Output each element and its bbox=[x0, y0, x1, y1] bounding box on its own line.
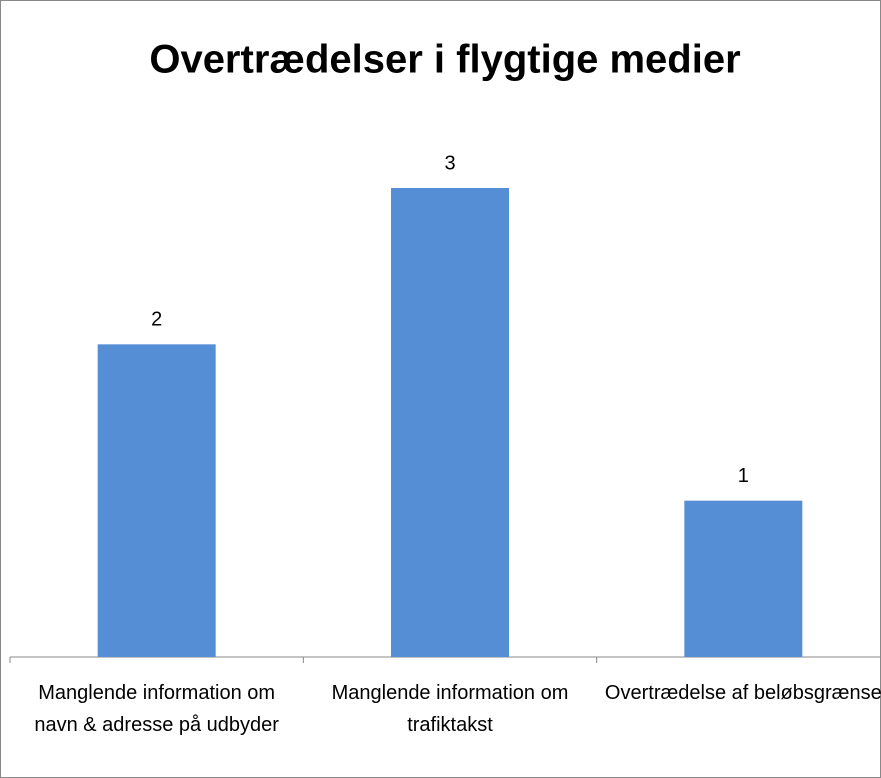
bar bbox=[391, 188, 509, 657]
x-tick-label: Manglende information om navn & adresse … bbox=[34, 682, 279, 736]
chart-title: Overtrædelser i flygtige medier bbox=[149, 38, 740, 82]
data-label: 3 bbox=[444, 152, 455, 174]
data-label: 2 bbox=[151, 309, 162, 331]
x-tick-label: Manglende information om trafiktakst bbox=[331, 682, 569, 736]
data-label: 1 bbox=[738, 465, 749, 487]
bar bbox=[97, 344, 216, 657]
x-tick-label: Overtrædelse af beløbsgrænse bbox=[604, 682, 881, 704]
bar bbox=[684, 500, 803, 657]
